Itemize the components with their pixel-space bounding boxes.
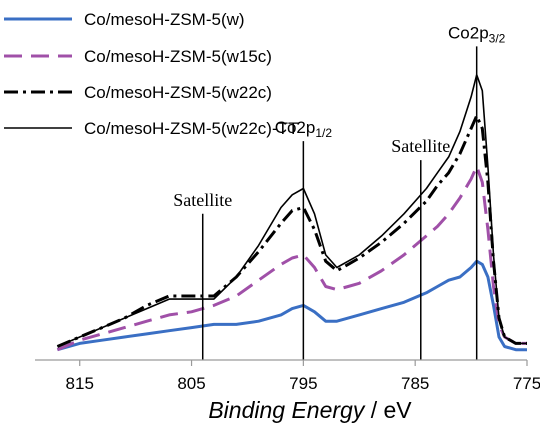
peak-label-3: Satellite <box>391 136 450 156</box>
peak-label-1: Satellite <box>173 190 232 210</box>
peak-label-2: Co2p1/2 <box>275 118 333 140</box>
legend: Co/mesoH-ZSM-5(w) Co/mesoH-ZSM-5(w15c) Co/… <box>4 10 298 138</box>
series-layer <box>56 74 527 352</box>
x-tick-layer: 815 805 795 785 775 <box>66 360 540 393</box>
x-axis-label-unit: / eV <box>364 397 412 423</box>
x-axis-label: Binding Energy / eV <box>208 397 412 423</box>
series-line-3 <box>56 114 527 348</box>
x-tick-label-805: 805 <box>177 374 205 393</box>
series-line-2 <box>56 164 527 352</box>
legend-label-1: Co/mesoH-ZSM-5(w) <box>84 10 245 29</box>
peak-label-4: Co2p3/2 <box>448 23 506 45</box>
series-line-1 <box>56 259 527 352</box>
series-line-4 <box>57 74 527 348</box>
legend-label-3: Co/mesoH-ZSM-5(w22c) <box>84 83 272 102</box>
x-tick-label-815: 815 <box>66 374 94 393</box>
x-tick-label-775: 775 <box>513 374 540 393</box>
x-tick-label-795: 795 <box>289 374 317 393</box>
x-tick-label-785: 785 <box>401 374 429 393</box>
x-axis-label-main: Binding Energy <box>208 397 365 423</box>
legend-label-4: Co/mesoH-ZSM-5(w22c)-TT <box>84 119 298 138</box>
annotation-layer: Satellite Co2p1/2 Satellite Co2p3/2 <box>173 23 506 360</box>
legend-label-2: Co/mesoH-ZSM-5(w15c) <box>84 47 272 66</box>
